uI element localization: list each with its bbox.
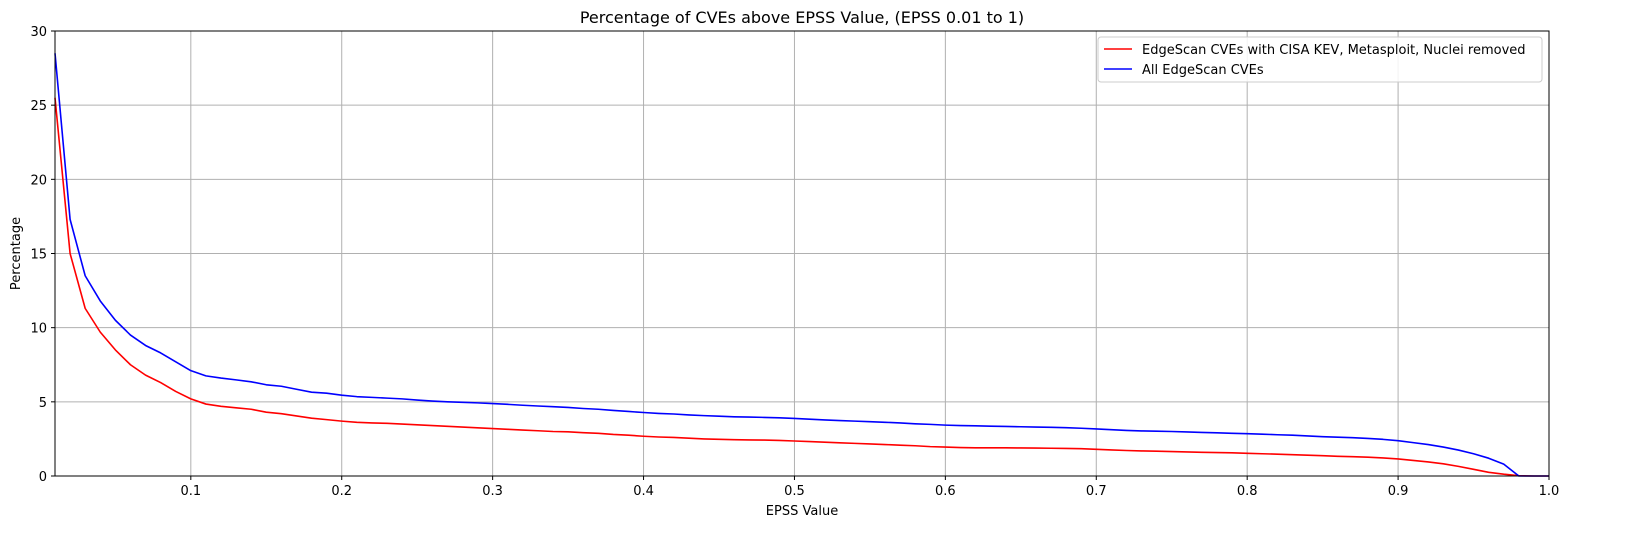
y-tick-label: 15 [30,248,47,263]
y-tick-label: 0 [39,470,47,485]
y-tick-label: 25 [30,99,47,114]
x-tick-label: 0.6 [935,484,956,499]
x-tick-label: 0.3 [482,484,503,499]
series-line-1 [54,53,1549,477]
legend: EdgeScan CVEs with CISA KEV, Metasploit,… [1097,36,1543,83]
x-tick-label: 0.4 [633,484,654,499]
series-line-0 [54,97,1549,477]
x-tick-label: 0.8 [1237,484,1258,499]
legend-label-0: EdgeScan CVEs with CISA KEV, Metasploit,… [1142,43,1526,58]
legend-box [1097,36,1543,83]
x-axis-label: EPSS Value [766,504,838,519]
x-axis-ticks: 0.1 0.2 0.3 0.4 0.5 0.6 0.7 0.8 0.9 1.0 [180,476,1559,499]
x-tick-label: 0.2 [331,484,352,499]
chart-title: Percentage of CVEs above EPSS Value, (EP… [580,8,1024,27]
x-tick-label: 0.1 [180,484,201,499]
legend-label-1: All EdgeScan CVEs [1142,63,1264,78]
y-tick-label: 5 [39,396,47,411]
y-tick-label: 10 [30,322,47,337]
x-tick-label: 0.7 [1086,484,1107,499]
grid [55,30,1550,477]
x-tick-label: 0.9 [1388,484,1409,499]
x-tick-label: 1.0 [1539,484,1560,499]
y-axis-ticks: 0 5 10 15 20 25 30 [30,25,55,485]
y-axis-label: Percentage [9,217,24,290]
series-lines [54,53,1549,477]
y-tick-label: 20 [30,173,47,188]
y-tick-label: 30 [30,25,47,40]
x-tick-label: 0.5 [784,484,805,499]
